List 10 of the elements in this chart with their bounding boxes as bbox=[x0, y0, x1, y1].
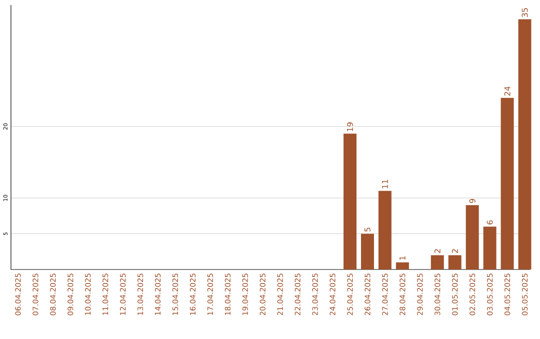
bar bbox=[466, 204, 479, 270]
bar bbox=[518, 19, 532, 270]
bar bbox=[344, 133, 357, 270]
bar bbox=[500, 98, 514, 270]
bar bbox=[361, 234, 374, 270]
bar bbox=[378, 190, 392, 270]
bar bbox=[396, 262, 409, 270]
bar bbox=[483, 226, 496, 270]
bar bbox=[430, 255, 444, 270]
bar bbox=[448, 255, 462, 270]
